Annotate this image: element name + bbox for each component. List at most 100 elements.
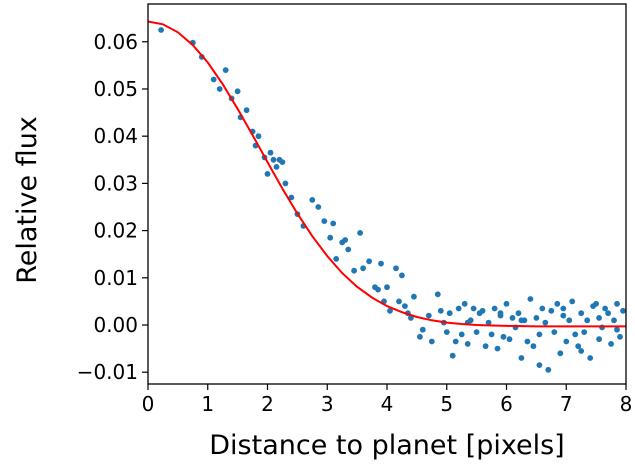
data-point bbox=[366, 258, 372, 265]
data-point bbox=[617, 333, 623, 340]
x-tick-label: 1 bbox=[201, 392, 214, 416]
data-point bbox=[330, 220, 337, 227]
data-point bbox=[351, 267, 357, 274]
data-point bbox=[264, 171, 271, 177]
data-point bbox=[608, 341, 614, 347]
data-point bbox=[488, 331, 495, 338]
y-tick-label: 0.05 bbox=[93, 77, 138, 101]
data-point bbox=[482, 343, 489, 350]
data-point bbox=[518, 317, 525, 324]
data-point bbox=[452, 338, 459, 345]
data-point bbox=[479, 307, 486, 314]
x-tick-label: 4 bbox=[381, 392, 394, 416]
data-point bbox=[569, 298, 576, 305]
data-point bbox=[578, 348, 585, 354]
data-point bbox=[437, 307, 444, 314]
data-point bbox=[216, 86, 223, 92]
data-point bbox=[581, 329, 588, 335]
data-point bbox=[449, 352, 456, 359]
data-point bbox=[557, 350, 564, 357]
data-point bbox=[509, 315, 516, 321]
y-tick-label: 0.01 bbox=[93, 266, 138, 290]
data-point bbox=[345, 246, 352, 253]
plot-marks bbox=[147, 20, 626, 373]
data-point bbox=[273, 164, 280, 170]
data-point bbox=[428, 338, 435, 345]
data-point bbox=[461, 300, 468, 307]
data-point bbox=[243, 107, 250, 114]
data-point bbox=[566, 317, 573, 324]
data-point bbox=[578, 310, 585, 317]
data-point bbox=[491, 305, 498, 312]
data-point bbox=[375, 286, 381, 293]
y-tick-label: −0.01 bbox=[77, 360, 138, 384]
x-tick-label: 5 bbox=[440, 392, 453, 416]
data-point bbox=[503, 300, 510, 307]
y-axis-label: Relative flux bbox=[12, 116, 43, 284]
data-point bbox=[396, 298, 402, 305]
data-point bbox=[399, 272, 405, 279]
data-point bbox=[333, 256, 340, 262]
data-point bbox=[545, 366, 552, 373]
data-point bbox=[458, 331, 465, 338]
data-point bbox=[357, 230, 363, 236]
data-point bbox=[596, 336, 602, 343]
data-point bbox=[485, 319, 492, 326]
data-point bbox=[378, 260, 384, 267]
data-point bbox=[497, 310, 504, 317]
x-tick-label: 0 bbox=[142, 392, 155, 416]
data-point bbox=[536, 331, 543, 338]
data-point bbox=[515, 310, 522, 317]
data-point bbox=[548, 307, 555, 314]
x-axis-label: Distance to planet [pixels] bbox=[209, 430, 564, 461]
data-point bbox=[434, 291, 441, 298]
y-tick-label: 0.00 bbox=[93, 313, 138, 337]
data-point bbox=[384, 284, 390, 291]
data-point bbox=[234, 88, 241, 95]
fit-line bbox=[147, 20, 626, 328]
data-point bbox=[210, 76, 217, 83]
data-point bbox=[563, 338, 570, 345]
data-point bbox=[602, 305, 608, 312]
data-point bbox=[387, 307, 393, 314]
data-point bbox=[575, 343, 582, 350]
data-point bbox=[572, 331, 579, 338]
data-point bbox=[494, 345, 501, 352]
data-point bbox=[587, 355, 594, 361]
data-point bbox=[158, 27, 165, 33]
data-point bbox=[614, 326, 620, 333]
data-point bbox=[596, 315, 602, 321]
data-point bbox=[425, 312, 432, 319]
data-point bbox=[360, 265, 366, 272]
data-point bbox=[279, 159, 286, 166]
data-point bbox=[473, 329, 480, 335]
data-point bbox=[605, 310, 611, 317]
x-tick-label: 3 bbox=[321, 392, 334, 416]
axis-ticks: 0 1 2 3 4 5 6 7 8 −0.01 0.00 0.01 0.02 0.03 0.04 0.05 0.… bbox=[77, 30, 633, 416]
data-point bbox=[500, 333, 507, 340]
data-point bbox=[270, 156, 277, 163]
data-point bbox=[470, 305, 477, 312]
data-point bbox=[554, 300, 561, 307]
data-point bbox=[402, 303, 408, 309]
data-point bbox=[393, 265, 399, 272]
data-point bbox=[222, 67, 229, 73]
data-point bbox=[524, 338, 531, 345]
data-point bbox=[309, 197, 316, 203]
data-point bbox=[518, 355, 525, 361]
data-point bbox=[315, 204, 322, 210]
data-point bbox=[417, 333, 423, 340]
data-point bbox=[533, 315, 540, 321]
data-point bbox=[614, 300, 620, 307]
y-tick-label: 0.03 bbox=[93, 171, 138, 195]
data-point bbox=[536, 362, 543, 368]
x-tick-label: 2 bbox=[261, 392, 274, 416]
data-point bbox=[288, 194, 295, 201]
data-point bbox=[620, 307, 626, 314]
data-point bbox=[527, 296, 534, 302]
data-point bbox=[464, 341, 471, 347]
data-point bbox=[611, 317, 617, 324]
data-point bbox=[419, 326, 426, 333]
data-point bbox=[282, 180, 289, 187]
data-point bbox=[446, 310, 453, 317]
